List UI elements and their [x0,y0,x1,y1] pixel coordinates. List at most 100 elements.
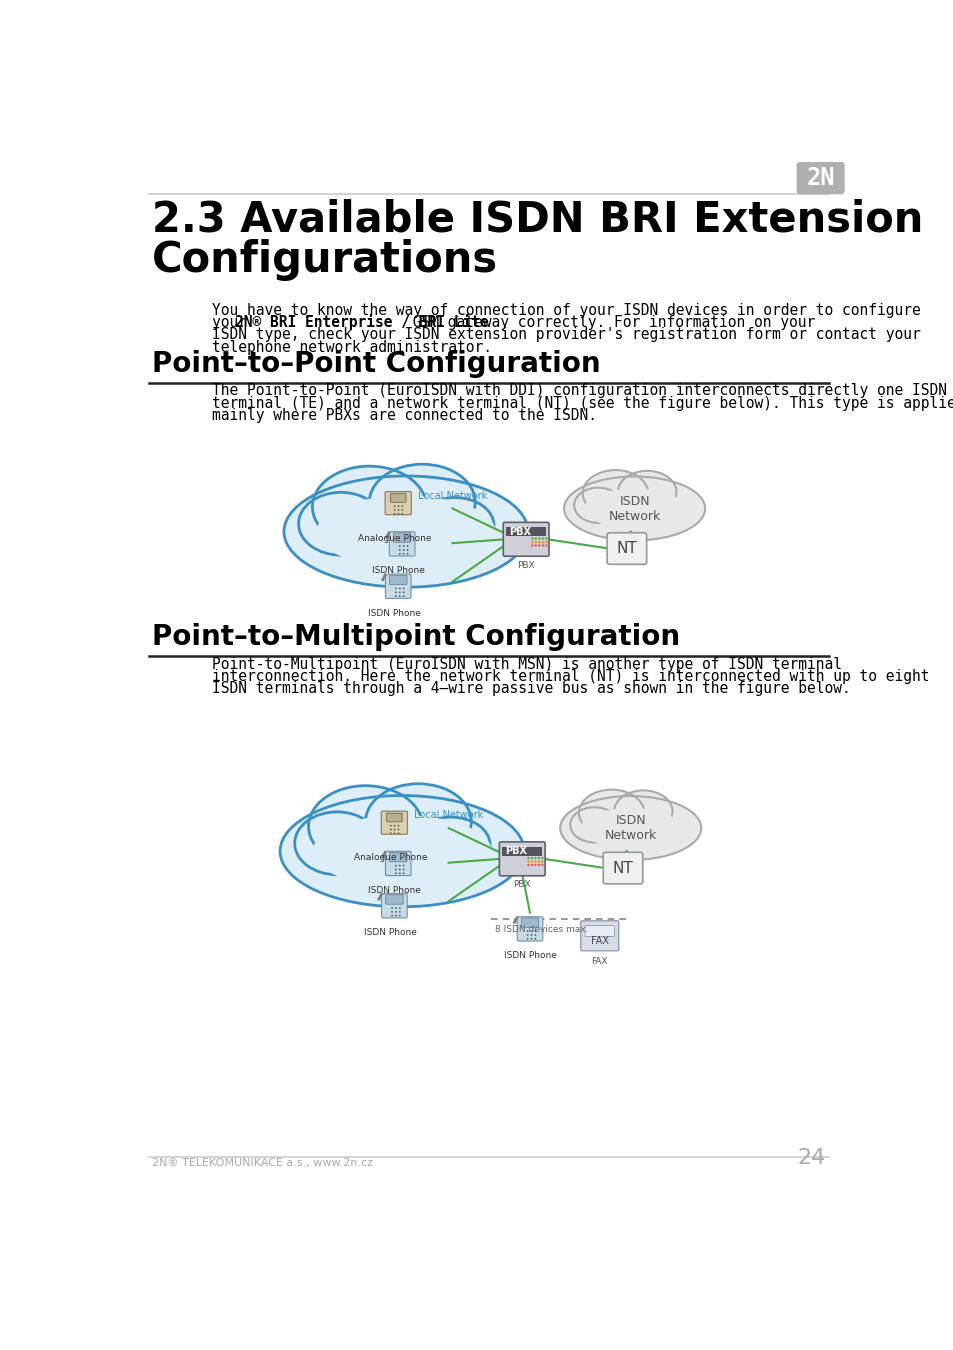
Text: interconnection. Here the network terminal (NT) is interconnected with up to eig: interconnection. Here the network termin… [212,670,929,684]
Ellipse shape [369,464,475,540]
Text: telephone network administrator.: telephone network administrator. [212,339,492,355]
Circle shape [395,591,396,593]
Circle shape [540,864,543,867]
Text: FAX: FAX [590,937,608,946]
Circle shape [398,591,400,593]
Ellipse shape [284,477,528,587]
Circle shape [537,541,540,543]
Circle shape [398,907,400,909]
Circle shape [394,509,395,510]
Circle shape [526,938,528,940]
Circle shape [537,857,539,859]
FancyBboxPatch shape [389,852,407,861]
Circle shape [402,591,404,593]
Text: Point-to-Multipoint (EuroISDN with MSN) is another type of ISDN terminal: Point-to-Multipoint (EuroISDN with MSN) … [212,656,841,672]
FancyBboxPatch shape [502,846,541,856]
FancyBboxPatch shape [506,526,545,536]
Ellipse shape [559,796,700,860]
Text: FAX: FAX [591,957,607,967]
Circle shape [397,505,399,508]
Circle shape [390,825,392,826]
Text: your: your [212,315,255,329]
Ellipse shape [578,790,643,836]
Circle shape [541,541,543,543]
FancyBboxPatch shape [606,533,646,564]
Text: NT: NT [612,860,633,876]
Circle shape [534,938,536,940]
Text: ISDN Phone: ISDN Phone [368,886,420,895]
Ellipse shape [316,495,495,567]
Ellipse shape [618,471,676,513]
Circle shape [398,911,400,913]
Ellipse shape [570,807,618,842]
Text: Analogue Phone: Analogue Phone [357,533,431,543]
Text: ISDN Phone: ISDN Phone [368,609,420,617]
Circle shape [534,537,537,540]
Circle shape [395,872,396,875]
Text: Local Network: Local Network [417,490,487,501]
Text: ISDN type, check your ISDN extension provider's registration form or contact you: ISDN type, check your ISDN extension pro… [212,327,920,342]
Circle shape [390,829,392,830]
Ellipse shape [312,466,426,547]
Text: Configurations: Configurations [152,239,497,281]
Circle shape [395,915,396,917]
Circle shape [395,865,396,867]
Ellipse shape [582,470,647,517]
FancyBboxPatch shape [602,852,642,884]
Circle shape [397,825,399,826]
Text: Point–to–Multipoint Configuration: Point–to–Multipoint Configuration [152,622,679,651]
Circle shape [537,864,539,867]
Text: Point–to–Point Configuration: Point–to–Point Configuration [152,350,599,378]
Circle shape [402,587,404,590]
FancyBboxPatch shape [580,921,618,950]
Circle shape [537,537,540,540]
Circle shape [406,554,408,555]
Circle shape [397,829,399,830]
Circle shape [398,915,400,917]
Ellipse shape [280,795,523,907]
FancyBboxPatch shape [584,926,614,937]
Text: Local Network: Local Network [414,810,483,821]
Circle shape [398,587,400,590]
FancyBboxPatch shape [503,522,548,556]
Circle shape [527,857,529,859]
Text: 24: 24 [797,1148,825,1168]
Circle shape [401,509,403,510]
Circle shape [395,587,396,590]
Text: 2.3 Available ISDN BRI Extension: 2.3 Available ISDN BRI Extension [152,198,923,240]
Circle shape [534,864,536,867]
Text: 8 ISDN devices max.: 8 ISDN devices max. [495,925,588,934]
Circle shape [531,544,533,547]
FancyBboxPatch shape [389,575,407,585]
FancyBboxPatch shape [385,895,403,905]
FancyBboxPatch shape [498,842,544,876]
Circle shape [391,911,393,913]
Ellipse shape [614,790,672,832]
Circle shape [398,868,400,871]
FancyBboxPatch shape [386,813,402,822]
Ellipse shape [298,493,383,555]
Ellipse shape [308,786,422,867]
Circle shape [397,513,399,514]
Circle shape [526,934,528,936]
Circle shape [397,509,399,510]
FancyBboxPatch shape [520,918,538,927]
Circle shape [395,595,396,597]
Text: GSM gateway correctly. For information on your: GSM gateway correctly. For information o… [404,315,815,329]
Ellipse shape [365,784,471,860]
FancyBboxPatch shape [517,917,542,941]
FancyBboxPatch shape [390,494,406,502]
Circle shape [394,825,395,826]
Circle shape [534,860,536,863]
Ellipse shape [412,817,490,872]
Text: 2N: 2N [805,166,834,190]
Circle shape [534,857,536,859]
FancyBboxPatch shape [393,533,411,543]
Circle shape [402,865,404,867]
Circle shape [402,868,404,871]
Circle shape [402,549,404,551]
Circle shape [397,833,399,834]
Text: Analogue Phone: Analogue Phone [354,853,427,863]
Ellipse shape [416,498,494,552]
Circle shape [534,930,536,932]
